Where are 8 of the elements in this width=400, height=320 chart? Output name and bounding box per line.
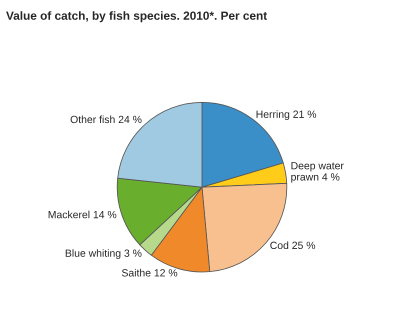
slice-label: Saithe 12 % xyxy=(122,268,178,277)
slice-label: Blue whiting 3 % xyxy=(66,249,142,259)
slice-label: Deep water prawn 4 % xyxy=(291,162,344,183)
chart-title: Value of catch, by fish species. 2010*. Per cent xyxy=(6,11,268,22)
slice-label: Mackerel 14 % xyxy=(48,210,116,218)
slice-label: Herring 21 % xyxy=(256,110,316,120)
slice-label: Cod 25 % xyxy=(270,241,316,250)
slice-label: Other fish 24 % xyxy=(70,115,142,124)
